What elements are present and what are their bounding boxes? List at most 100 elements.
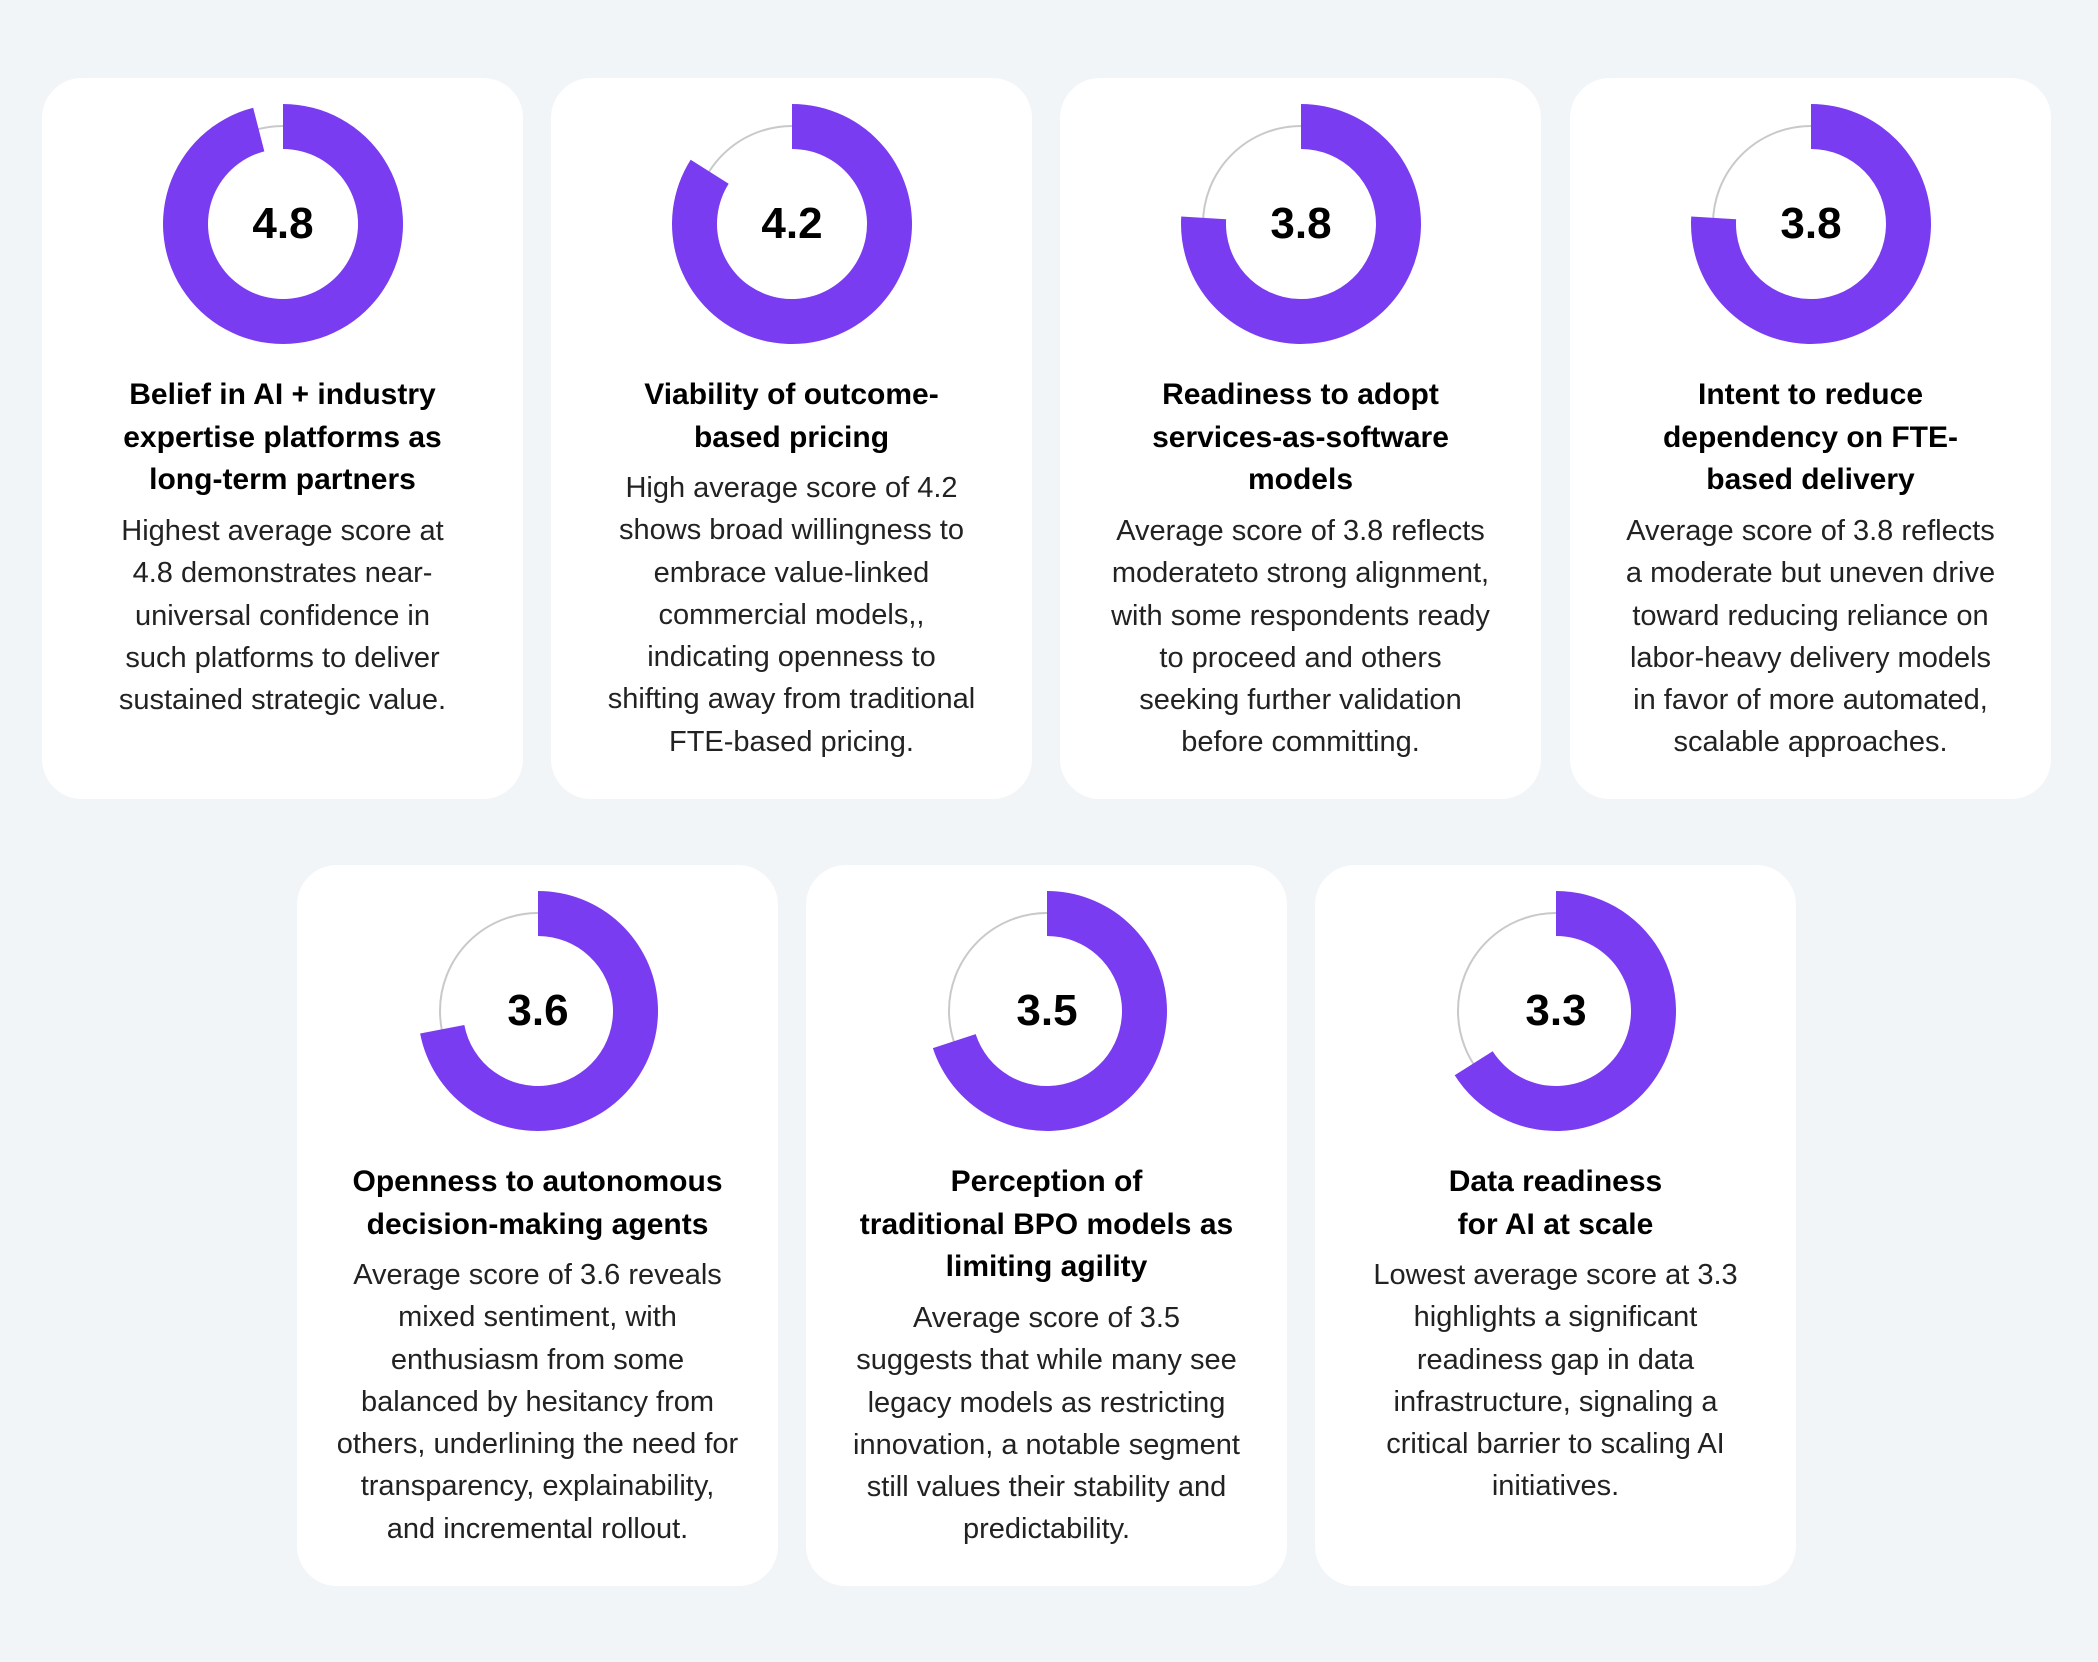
donut-chart: 3.3: [1435, 890, 1677, 1132]
donut-chart: 3.8: [1690, 103, 1932, 345]
card-description: Average score of 3.5 suggests that while…: [836, 1297, 1257, 1551]
description-line: moderateto strong alignment,: [1111, 557, 1490, 590]
title-line: Viability of outcome-: [644, 378, 939, 411]
description-line: Highest average score at: [121, 515, 444, 547]
description-line: to proceed and others: [1159, 641, 1442, 674]
description-line: infrastructure, signaling a: [1393, 1385, 1718, 1418]
title-line: models: [1247, 463, 1354, 496]
donut-arc-3-3: [1454, 891, 1676, 1131]
score-value: 3.8: [1780, 199, 1842, 248]
description-line: suggests that while many see: [856, 1344, 1237, 1377]
description-line: and incremental rollout.: [386, 1512, 689, 1545]
description-line: sustained strategic value.: [118, 684, 447, 717]
description-line: toward reducing reliance on: [1632, 599, 1989, 632]
description-line: such platforms to deliver: [125, 641, 440, 674]
description-line: shows broad willingness to: [619, 514, 964, 547]
description-line: Average score of 3.5: [912, 1302, 1181, 1334]
description-line: 4.8 demonstrates near-: [132, 557, 433, 590]
score-value: 3.8: [1270, 199, 1332, 248]
score-value: 4.8: [252, 199, 314, 248]
description-line: initiatives.: [1491, 1470, 1620, 1503]
donut-svg: [1454, 891, 1676, 1131]
description-line: others, underlining the need for: [336, 1428, 739, 1461]
description-line: enthusiasm from some: [390, 1343, 685, 1376]
card-title: Viability of outcome- based pricing: [591, 374, 992, 459]
description-line: highlights a significant: [1413, 1301, 1698, 1334]
description-line: before committing.: [1181, 726, 1420, 759]
metric-card-ai-partners: 4.8 Belief in AI + industry expertise pl…: [42, 78, 523, 799]
description-line: commercial models,,: [658, 598, 925, 631]
donut-svg: [671, 104, 912, 344]
title-line: for AI at scale: [1457, 1207, 1654, 1241]
title-line: services-as-software: [1152, 420, 1449, 454]
metric-card-outcome-pricing: 4.2 Viability of outcome- based pricing …: [551, 78, 1032, 799]
score-value: 4.2: [761, 199, 823, 248]
card-description: Highest average score at 4.8 demonstrate…: [72, 510, 493, 721]
description-line: predictability.: [962, 1513, 1131, 1546]
card-description: Lowest average score at 3.3 highlights a…: [1345, 1254, 1766, 1508]
title-line: based pricing: [693, 420, 890, 454]
metric-card-services-as-software: 3.8 Readiness to adopt services-as-softw…: [1060, 78, 1541, 799]
donut-arc-3-6: [420, 891, 659, 1131]
description-line: seeking further validation: [1139, 684, 1462, 717]
description-line: innovation, a notable segment: [853, 1428, 1240, 1461]
title-line: based delivery: [1706, 463, 1915, 496]
donut-svg: [932, 891, 1167, 1131]
metric-card-bpo-agility: 3.5 Perception of traditional BPO models…: [806, 865, 1287, 1586]
title-line: long-term partners: [149, 463, 416, 496]
metric-card-fte-dependency: 3.8 Intent to reduce dependency on FTE- …: [1570, 78, 2051, 799]
score-value: 3.6: [507, 986, 569, 1035]
description-line: High average score of 4.2: [625, 472, 958, 504]
title-line: Intent to reduce: [1697, 378, 1923, 411]
card-title: Perception of traditional BPO models as …: [846, 1161, 1247, 1289]
donut-svg: [420, 891, 659, 1131]
title-line: Readiness to adopt: [1162, 378, 1439, 411]
description-line: still values their stability and: [866, 1471, 1227, 1504]
title-line: limiting agility: [945, 1250, 1148, 1283]
score-value: 3.3: [1525, 986, 1587, 1035]
description-line: transparency, explainability,: [360, 1470, 715, 1503]
donut-arc-3-8: [1691, 104, 1932, 344]
title-line: expertise platforms as: [123, 420, 442, 454]
donut-chart: 3.6: [417, 890, 659, 1132]
description-line: indicating openness to: [647, 641, 936, 674]
donut-arc-4-2: [671, 104, 912, 344]
donut-chart: 3.8: [1180, 103, 1422, 345]
description-line: legacy models as restricting: [867, 1386, 1226, 1419]
score-value: 3.5: [1016, 986, 1078, 1035]
card-description: Average score of 3.6 reveals mixed senti…: [327, 1254, 748, 1550]
card-description: Average score of 3.8 reflects a moderate…: [1600, 510, 2021, 764]
description-line: universal confidence in: [134, 599, 430, 632]
card-title: Data readiness for AI at scale: [1355, 1161, 1756, 1246]
donut-svg: [1181, 104, 1422, 344]
description-line: with some respondents ready: [1111, 599, 1490, 632]
donut-arc-4-8: [163, 104, 404, 344]
donut-svg: [1691, 104, 1932, 344]
description-line: Lowest average score at 3.3: [1373, 1259, 1738, 1291]
donut-svg: [163, 104, 404, 344]
title-line: traditional BPO models as: [859, 1207, 1234, 1241]
description-line: Average score of 3.8 reflects: [1116, 515, 1485, 547]
donut-arc-3-5: [932, 891, 1167, 1131]
description-line: balanced by hesitancy from: [360, 1385, 715, 1418]
description-line: labor-heavy delivery models: [1629, 641, 1992, 674]
description-line: embrace value-linked: [653, 556, 930, 589]
card-title: Openness to autonomous decision-making a…: [337, 1161, 738, 1246]
description-line: scalable approaches.: [1673, 726, 1948, 759]
donut-chart: 3.5: [926, 890, 1168, 1132]
metric-card-autonomous-agents: 3.6 Openness to autonomous decision-maki…: [297, 865, 778, 1586]
title-line: Belief in AI + industry: [129, 378, 436, 411]
description-line: FTE-based pricing.: [669, 725, 914, 758]
card-title: Intent to reduce dependency on FTE- base…: [1610, 374, 2011, 502]
description-line: Average score of 3.6 reveals: [353, 1259, 722, 1291]
description-line: in favor of more automated,: [1633, 684, 1988, 717]
title-line: Perception of: [950, 1165, 1143, 1198]
donut-arc-3-8: [1181, 104, 1422, 344]
card-description: High average score of 4.2 shows broad wi…: [581, 467, 1002, 763]
card-description: Average score of 3.8 reflects moderateto…: [1090, 510, 1511, 764]
title-line: Openness to autonomous: [352, 1165, 723, 1198]
title-line: Data readiness: [1448, 1165, 1663, 1198]
description-line: a moderate but uneven drive: [1625, 557, 1996, 590]
donut-chart: 4.2: [671, 103, 913, 345]
card-title: Belief in AI + industry expertise platfo…: [82, 374, 483, 502]
